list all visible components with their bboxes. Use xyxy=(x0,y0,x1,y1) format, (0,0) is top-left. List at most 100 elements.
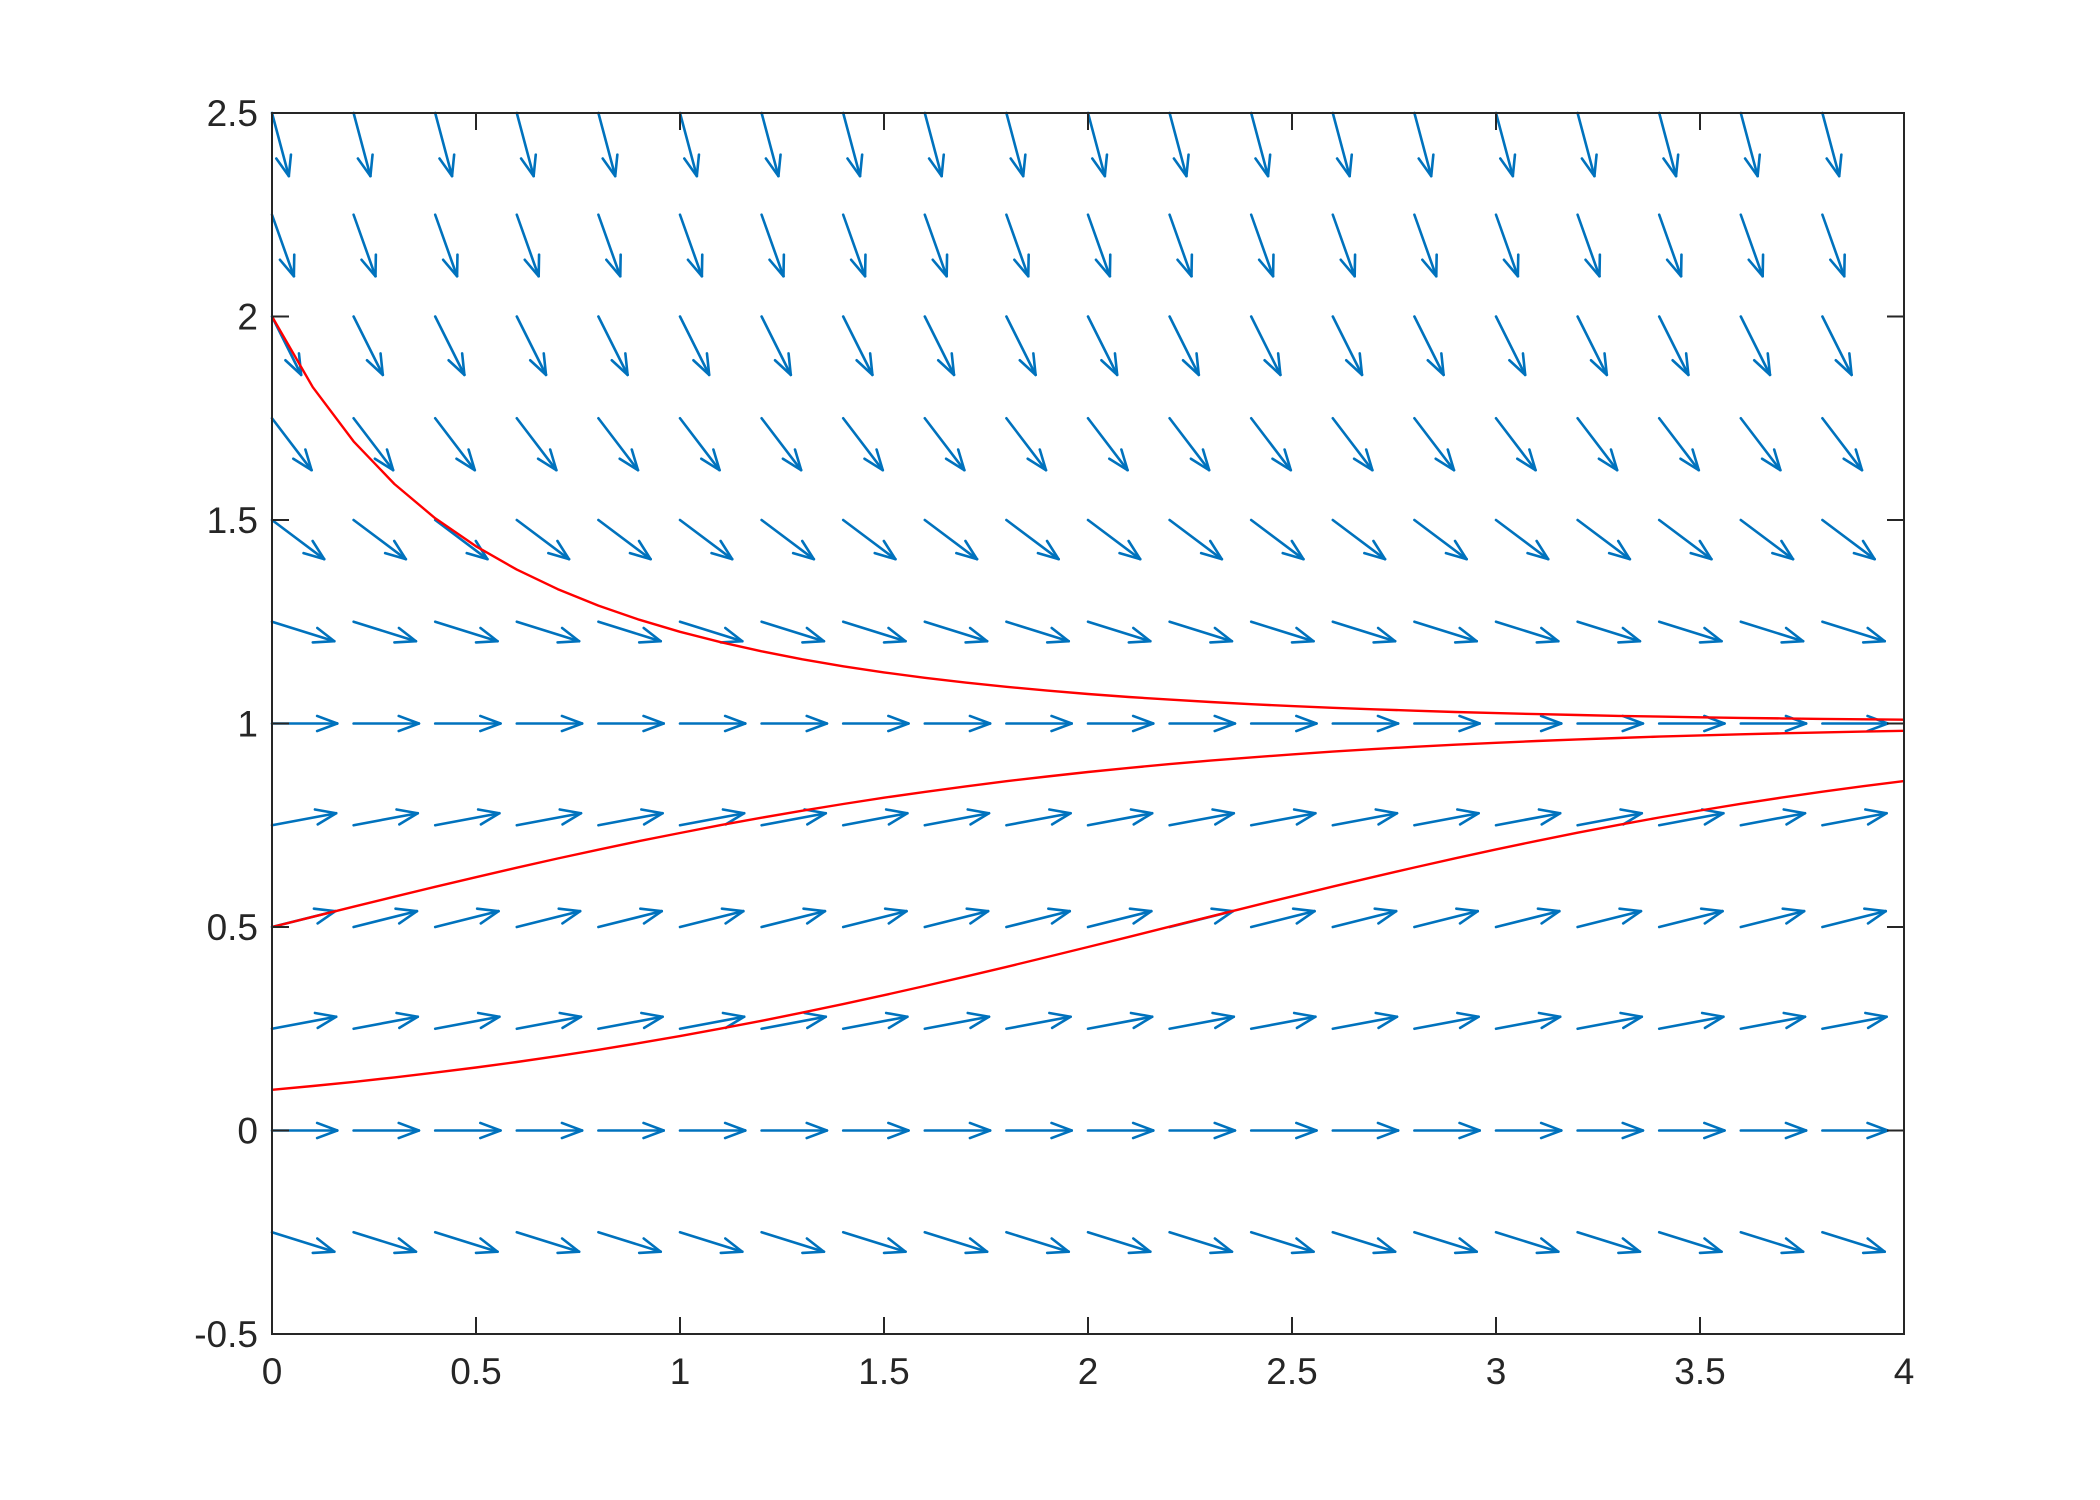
field-arrow xyxy=(1168,714,1237,733)
field-arrow xyxy=(433,714,502,733)
field-arrow xyxy=(1168,416,1211,472)
field-arrow xyxy=(1005,518,1060,561)
field-arrow xyxy=(597,714,665,733)
field-arrow xyxy=(515,518,571,561)
field-arrow xyxy=(1168,213,1194,278)
field-arrow xyxy=(1086,213,1112,278)
field-arrow xyxy=(760,620,826,644)
field-arrow xyxy=(1005,714,1073,733)
field-arrow xyxy=(1249,1230,1315,1255)
field-arrow xyxy=(1413,111,1435,178)
field-arrow xyxy=(1494,315,1527,377)
field-arrow xyxy=(1494,714,1563,733)
field-arrow xyxy=(1739,213,1765,278)
x-axis-ticks: 0 0.5 1 1.5 2 2.5 3 3.5 4 xyxy=(262,113,1915,1392)
field-arrow xyxy=(1005,907,1072,929)
field-arrow xyxy=(1249,808,1317,827)
field-arrow xyxy=(678,315,711,377)
field-arrow xyxy=(923,1011,991,1031)
field-arrow xyxy=(1005,111,1027,178)
field-arrow xyxy=(515,620,581,644)
field-arrow xyxy=(352,1011,420,1031)
field-arrow xyxy=(1249,620,1315,644)
field-arrow xyxy=(1576,907,1643,929)
field-arrow xyxy=(1249,213,1275,278)
field-arrow xyxy=(433,213,459,278)
field-arrow xyxy=(1331,620,1397,644)
field-arrow xyxy=(841,1121,910,1140)
field-arrow xyxy=(270,518,326,561)
field-arrow xyxy=(1494,1121,1563,1140)
field-arrow xyxy=(433,1230,499,1255)
field-arrow xyxy=(1739,907,1806,929)
y-axis-ticks: -0.5 0 0.5 1 1.5 2 2.5 xyxy=(194,93,1904,1355)
field-arrow xyxy=(1657,907,1724,929)
y-tick-label: 0.5 xyxy=(207,907,258,948)
field-arrow xyxy=(1413,907,1480,929)
field-arrow xyxy=(1249,1121,1318,1140)
field-arrow xyxy=(1005,416,1048,472)
field-arrow xyxy=(1168,518,1224,561)
x-tick-label: 1.5 xyxy=(858,1351,909,1392)
field-arrow xyxy=(1821,1121,1889,1140)
x-tick-label: 3 xyxy=(1486,1351,1507,1392)
field-arrow xyxy=(597,213,622,278)
field-arrow xyxy=(1494,620,1560,644)
field-arrow xyxy=(1249,416,1293,472)
field-arrow xyxy=(433,416,477,472)
field-arrow xyxy=(1331,213,1357,278)
field-arrow xyxy=(352,620,418,644)
field-arrow xyxy=(597,907,664,929)
field-arrow xyxy=(1739,808,1807,827)
solution-curve xyxy=(271,779,1905,1091)
field-arrow xyxy=(678,1121,747,1140)
field-arrow xyxy=(1086,1230,1152,1255)
field-arrow xyxy=(1821,1230,1887,1255)
field-arrow xyxy=(1821,808,1888,827)
field-arrow xyxy=(1576,213,1602,278)
field-arrow xyxy=(923,1121,992,1140)
field-arrow xyxy=(841,416,885,472)
field-arrow xyxy=(1086,714,1155,733)
x-tick-label: 0.5 xyxy=(450,1351,501,1392)
plot-area xyxy=(270,111,1905,1334)
field-arrow xyxy=(352,714,421,733)
field-arrow xyxy=(1821,416,1864,472)
field-arrow xyxy=(1086,111,1109,178)
field-arrow xyxy=(923,808,991,827)
field-arrow xyxy=(841,714,910,733)
y-tick-label: -0.5 xyxy=(194,1314,258,1355)
field-arrow xyxy=(841,907,908,929)
field-arrow xyxy=(270,1011,338,1031)
field-arrow xyxy=(1168,1121,1237,1140)
field-arrow xyxy=(841,518,897,561)
field-arrow xyxy=(1576,620,1642,644)
field-arrow xyxy=(1413,1011,1480,1031)
field-arrow xyxy=(597,416,640,472)
field-arrow xyxy=(433,620,499,644)
field-arrow xyxy=(270,620,336,644)
solution-curves xyxy=(270,315,1905,1091)
field-arrow xyxy=(1494,1230,1560,1255)
field-arrow xyxy=(1168,1230,1234,1255)
field-arrow xyxy=(760,1011,828,1031)
field-arrow xyxy=(923,416,966,472)
field-arrow xyxy=(1168,620,1234,644)
field-arrow xyxy=(841,1230,907,1255)
field-arrow xyxy=(352,907,419,929)
field-arrow xyxy=(352,808,420,827)
field-arrow xyxy=(1249,714,1318,733)
field-arrow xyxy=(1657,620,1723,644)
x-tick-label: 4 xyxy=(1894,1351,1915,1392)
field-arrow xyxy=(1413,1230,1479,1255)
field-arrow xyxy=(1576,1121,1645,1140)
field-arrow xyxy=(1005,1011,1072,1031)
field-arrow xyxy=(1331,808,1399,827)
field-arrow xyxy=(1739,518,1795,561)
field-arrow xyxy=(597,518,652,561)
x-tick-label: 3.5 xyxy=(1674,1351,1725,1392)
field-arrow xyxy=(1657,1230,1723,1255)
field-arrow xyxy=(760,416,803,472)
field-arrow xyxy=(597,620,663,644)
